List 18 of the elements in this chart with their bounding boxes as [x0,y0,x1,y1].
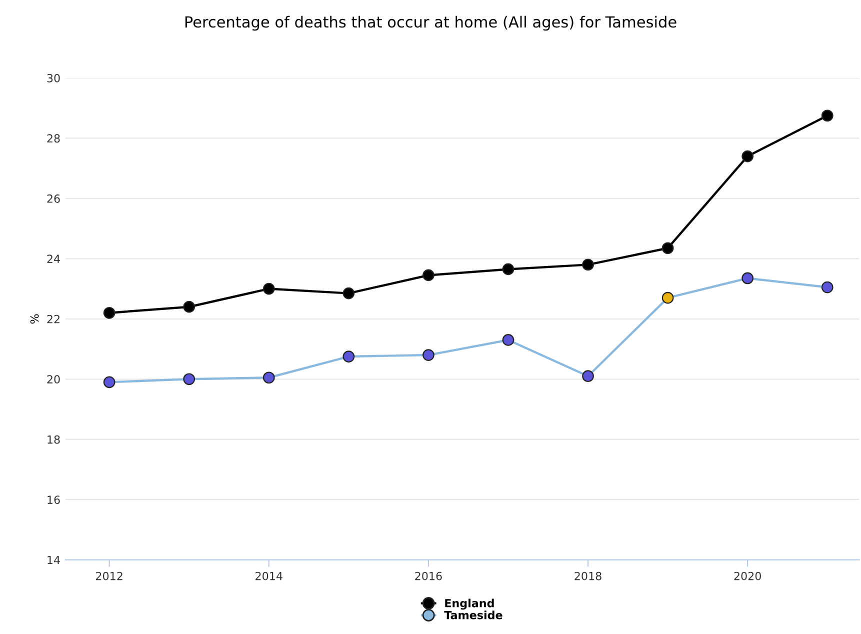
y-tick-label: 16 [48,496,60,504]
y-tick-label: 26 [47,194,60,203]
y-tick-label: 18 [48,435,60,444]
y-tick-label: 28 [47,134,60,143]
y-tick-label: 24 [47,254,60,263]
legend-label: England [445,598,494,610]
y-tick-label: 14 [48,556,60,564]
y-axis-title: % [30,314,39,324]
y-tick-label: 30 [47,74,60,82]
chart-title: Percentage of deaths that occur at home (All ages) for Tameside [185,16,676,31]
x-tick-label: 2020 [734,572,761,580]
y-tick-label: 20 [47,375,60,384]
y-tick-label: 22 [47,314,60,324]
x-tick-label: 2018 [574,572,602,580]
x-tick-label: 2016 [415,572,442,580]
x-tick-label: 2012 [96,572,122,580]
x-tick-label: 2014 [256,572,282,580]
legend-label: Tameside [444,610,502,620]
